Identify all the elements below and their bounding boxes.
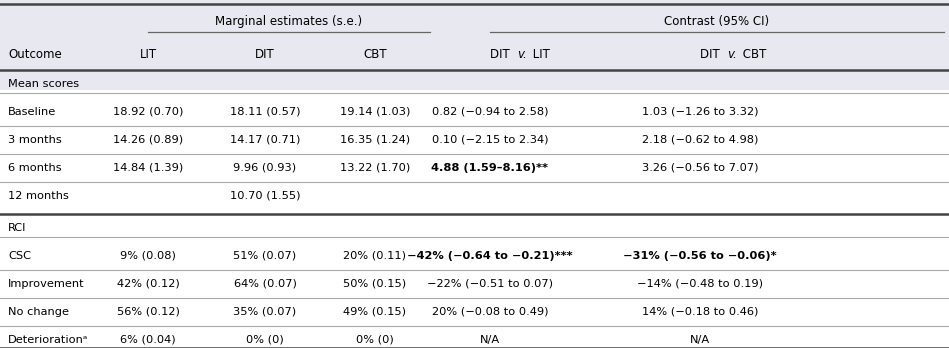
Text: CBT: CBT — [363, 48, 387, 62]
Text: Marginal estimates (s.e.): Marginal estimates (s.e.) — [215, 16, 363, 29]
Text: 14% (−0.18 to 0.46): 14% (−0.18 to 0.46) — [642, 307, 758, 317]
Text: DIT: DIT — [255, 48, 275, 62]
Text: LIT: LIT — [529, 48, 549, 62]
Text: 2.18 (−0.62 to 4.98): 2.18 (−0.62 to 4.98) — [642, 135, 758, 145]
Text: −22% (−0.51 to 0.07): −22% (−0.51 to 0.07) — [427, 279, 553, 289]
Text: −31% (−0.56 to −0.06)*: −31% (−0.56 to −0.06)* — [623, 251, 777, 261]
Text: 6% (0.04): 6% (0.04) — [121, 335, 176, 345]
Text: v.: v. — [727, 48, 736, 62]
Text: Baseline: Baseline — [8, 107, 56, 117]
Text: 20% (0.11): 20% (0.11) — [344, 251, 406, 261]
Text: 56% (0.12): 56% (0.12) — [117, 307, 179, 317]
Text: Mean scores: Mean scores — [8, 79, 79, 89]
Text: Contrast (95% CI): Contrast (95% CI) — [664, 16, 770, 29]
Text: 18.92 (0.70): 18.92 (0.70) — [113, 107, 183, 117]
Text: 18.11 (0.57): 18.11 (0.57) — [230, 107, 300, 117]
Text: No change: No change — [8, 307, 69, 317]
Text: 19.14 (1.03): 19.14 (1.03) — [340, 107, 410, 117]
Text: 3 months: 3 months — [8, 135, 62, 145]
Text: 0% (0): 0% (0) — [356, 335, 394, 345]
Text: N/A: N/A — [480, 335, 500, 345]
Text: Outcome: Outcome — [8, 48, 62, 62]
Text: 9.96 (0.93): 9.96 (0.93) — [233, 163, 296, 173]
Text: −14% (−0.48 to 0.19): −14% (−0.48 to 0.19) — [637, 279, 763, 289]
Text: 13.22 (1.70): 13.22 (1.70) — [340, 163, 410, 173]
Text: 14.17 (0.71): 14.17 (0.71) — [230, 135, 300, 145]
Text: v.: v. — [517, 48, 527, 62]
Text: 12 months: 12 months — [8, 191, 69, 201]
Text: 0.10 (−2.15 to 2.34): 0.10 (−2.15 to 2.34) — [432, 135, 549, 145]
Text: 10.70 (1.55): 10.70 (1.55) — [230, 191, 300, 201]
Text: 14.84 (1.39): 14.84 (1.39) — [113, 163, 183, 173]
Text: LIT: LIT — [140, 48, 157, 62]
Text: −42% (−0.64 to −0.21)***: −42% (−0.64 to −0.21)*** — [407, 251, 573, 261]
Text: CBT: CBT — [739, 48, 767, 62]
Text: 49% (0.15): 49% (0.15) — [344, 307, 406, 317]
Text: N/A: N/A — [690, 335, 710, 345]
Text: 1.03 (−1.26 to 3.32): 1.03 (−1.26 to 3.32) — [642, 107, 758, 117]
Text: 35% (0.07): 35% (0.07) — [233, 307, 296, 317]
Text: 50% (0.15): 50% (0.15) — [344, 279, 406, 289]
Text: 16.35 (1.24): 16.35 (1.24) — [340, 135, 410, 145]
Text: Deteriorationᵃ: Deteriorationᵃ — [8, 335, 88, 345]
Text: DIT: DIT — [700, 48, 723, 62]
Text: 20% (−0.08 to 0.49): 20% (−0.08 to 0.49) — [432, 307, 549, 317]
Text: 51% (0.07): 51% (0.07) — [233, 251, 296, 261]
Text: DIT: DIT — [490, 48, 513, 62]
Text: 0% (0): 0% (0) — [246, 335, 284, 345]
Text: CSC: CSC — [8, 251, 31, 261]
Bar — [0, 0, 949, 90]
Text: 4.88 (1.59–8.16)**: 4.88 (1.59–8.16)** — [432, 163, 549, 173]
Text: 42% (0.12): 42% (0.12) — [117, 279, 179, 289]
Text: 14.26 (0.89): 14.26 (0.89) — [113, 135, 183, 145]
Text: 9% (0.08): 9% (0.08) — [121, 251, 176, 261]
Text: 0.82 (−0.94 to 2.58): 0.82 (−0.94 to 2.58) — [432, 107, 549, 117]
Text: 64% (0.07): 64% (0.07) — [233, 279, 296, 289]
Text: Improvement: Improvement — [8, 279, 84, 289]
Text: RCI: RCI — [8, 223, 27, 233]
Text: 3.26 (−0.56 to 7.07): 3.26 (−0.56 to 7.07) — [642, 163, 758, 173]
Text: 6 months: 6 months — [8, 163, 62, 173]
